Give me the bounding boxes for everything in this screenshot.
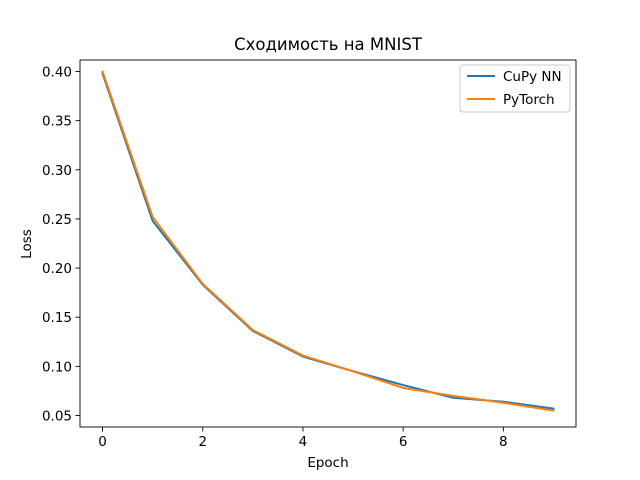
y-tick-label: 0.35 xyxy=(42,114,72,130)
x-tick-label: 0 xyxy=(98,434,107,450)
y-tick-label: 0.20 xyxy=(42,261,72,277)
ticks-layer: 0 2 4 6 8 0.05 0.10 0.15 0.20 0.25 0.30 0.35 0.40 xyxy=(42,64,508,450)
y-tick-label: 0.05 xyxy=(42,409,72,425)
y-tick-label: 0.40 xyxy=(42,64,72,80)
y-axis-label: Loss xyxy=(19,229,35,259)
y-tick-label: 0.15 xyxy=(42,310,72,326)
chart-title: Сходимость на MNIST xyxy=(234,35,423,54)
plot-frame xyxy=(79,59,577,428)
y-tick-label: 0.30 xyxy=(42,163,72,179)
legend-label: PyTorch xyxy=(503,92,555,108)
x-tick-label: 8 xyxy=(499,434,508,450)
x-axis-label: Epoch xyxy=(307,455,348,471)
x-tick-label: 6 xyxy=(399,434,408,450)
x-tick-label: 4 xyxy=(299,434,308,450)
y-tick-label: 0.10 xyxy=(42,359,72,375)
series-layer xyxy=(101,70,555,412)
legend-label: CuPy NN xyxy=(503,69,562,85)
y-tick-label: 0.25 xyxy=(42,212,72,228)
series-line-pytorch xyxy=(101,70,555,412)
legend: CuPy NN PyTorch xyxy=(459,64,571,113)
x-tick-label: 2 xyxy=(198,434,207,450)
